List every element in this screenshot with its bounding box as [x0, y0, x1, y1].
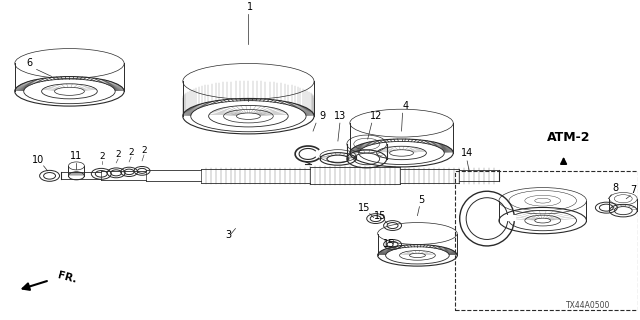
- Text: 9: 9: [319, 111, 325, 121]
- Text: 6: 6: [27, 59, 33, 68]
- Text: 15: 15: [374, 211, 386, 220]
- Text: 11: 11: [70, 151, 83, 161]
- Text: 5: 5: [419, 195, 424, 205]
- Bar: [455, 171, 638, 310]
- Text: 12: 12: [369, 111, 382, 121]
- Text: 10: 10: [31, 155, 44, 165]
- Text: 13: 13: [334, 111, 346, 121]
- Text: 15: 15: [358, 203, 370, 212]
- Text: ATM-2: ATM-2: [547, 131, 590, 144]
- Text: 15: 15: [383, 239, 396, 249]
- Text: TX44A0500: TX44A0500: [566, 301, 611, 310]
- Text: 2: 2: [141, 146, 147, 155]
- Text: 2: 2: [115, 150, 121, 159]
- Text: 7: 7: [630, 185, 636, 195]
- Text: 8: 8: [612, 183, 618, 193]
- Text: 2: 2: [128, 148, 134, 157]
- Text: 1: 1: [247, 2, 253, 12]
- Text: 2: 2: [99, 152, 105, 161]
- Text: FR.: FR.: [56, 270, 78, 285]
- Text: 14: 14: [461, 148, 473, 158]
- Text: 3: 3: [225, 230, 232, 240]
- Text: 4: 4: [403, 101, 408, 111]
